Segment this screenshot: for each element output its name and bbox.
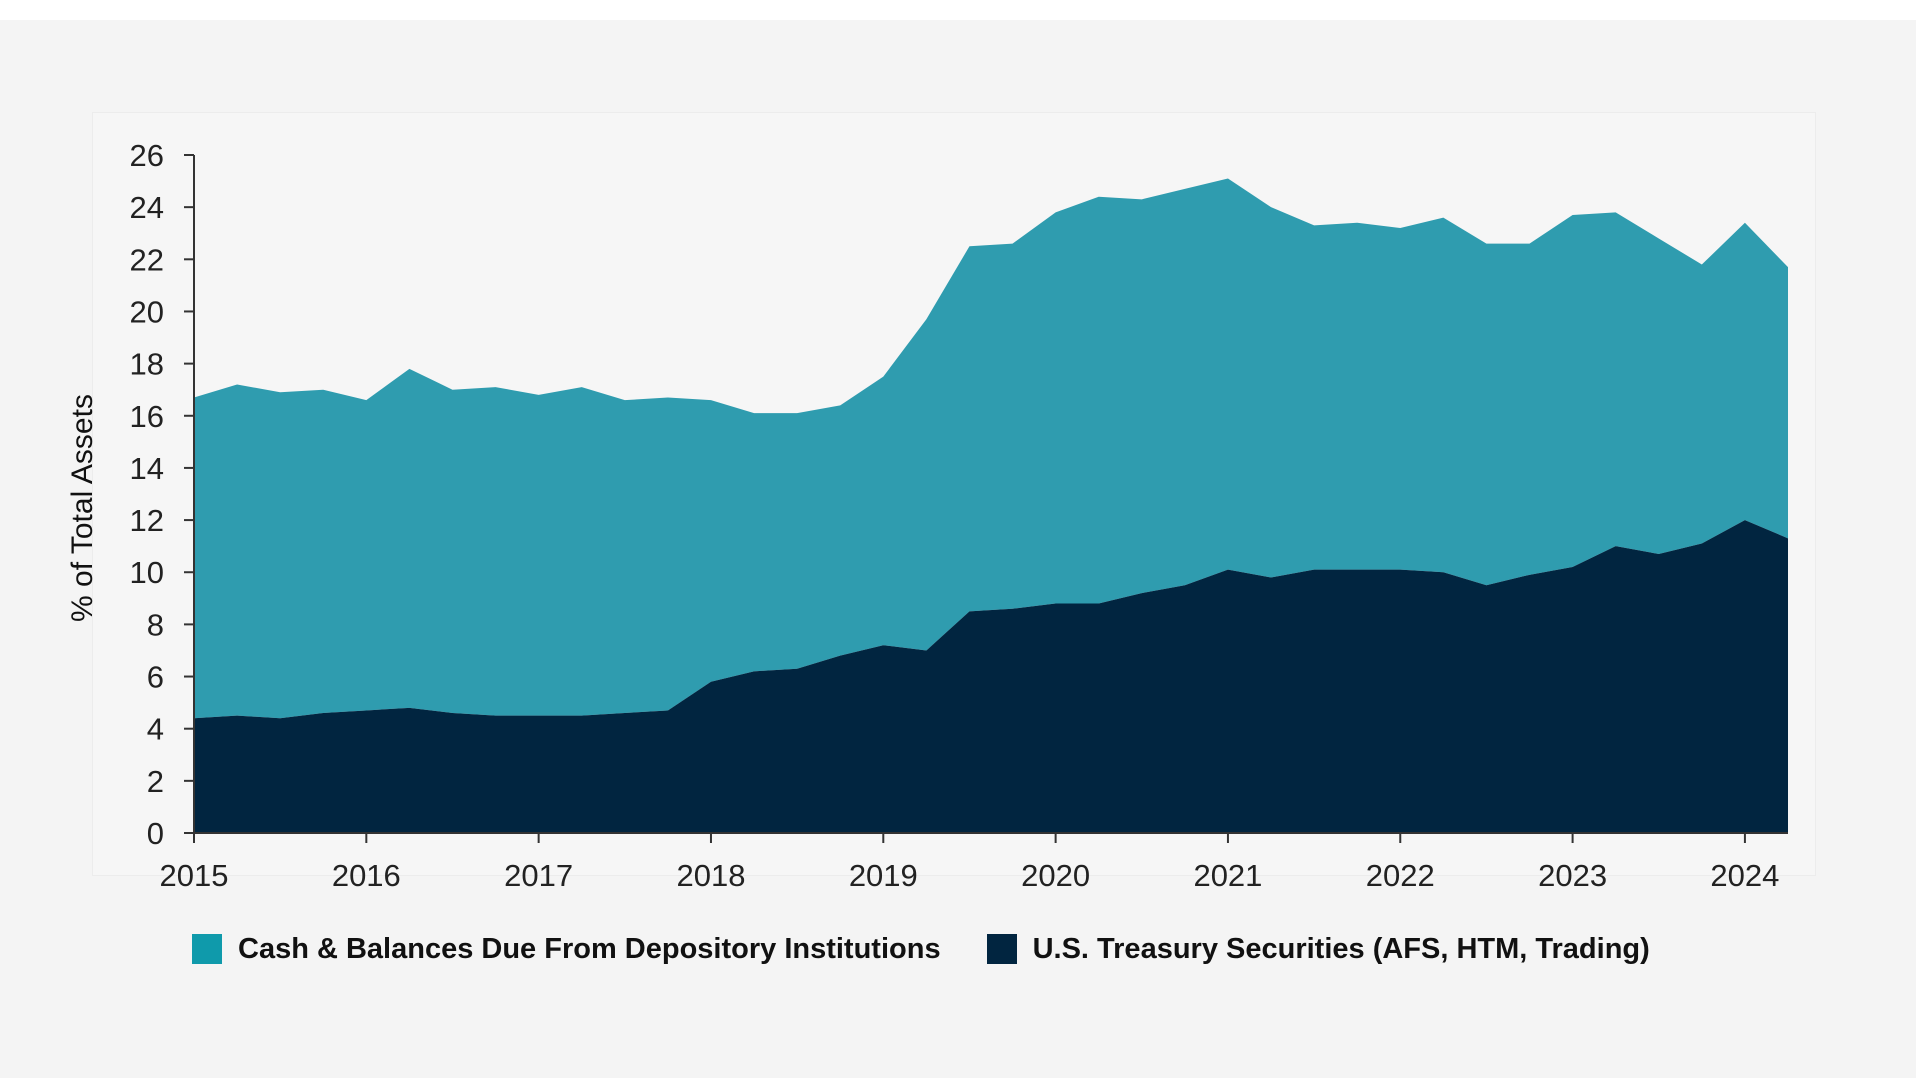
series-area-treasury bbox=[194, 520, 1788, 833]
legend-label-treasury: U.S. Treasury Securities (AFS, HTM, Trad… bbox=[1032, 932, 1650, 965]
y-tick-label: 14 bbox=[130, 451, 164, 486]
legend-swatch-cash bbox=[192, 934, 222, 964]
y-tick-label: 2 bbox=[147, 764, 164, 799]
y-tick-label: 8 bbox=[147, 607, 164, 642]
x-tick-label: 2016 bbox=[332, 858, 401, 893]
y-tick-label: 4 bbox=[147, 712, 164, 747]
x-tick-label: 2018 bbox=[676, 858, 745, 893]
x-tick-label: 2019 bbox=[849, 858, 918, 893]
legend: Cash & Balances Due From Depository Inst… bbox=[192, 928, 1696, 970]
x-tick-label: 2023 bbox=[1538, 858, 1607, 893]
series-area-cash bbox=[194, 178, 1788, 719]
y-tick-label: 10 bbox=[130, 555, 164, 590]
y-tick-label: 16 bbox=[130, 399, 164, 434]
y-tick-label: 20 bbox=[130, 294, 164, 329]
x-tick-label: 2024 bbox=[1710, 858, 1779, 893]
axes bbox=[193, 155, 1788, 834]
x-tick-label: 2017 bbox=[504, 858, 573, 893]
x-tick-label: 2022 bbox=[1366, 858, 1435, 893]
x-tick-label: 2020 bbox=[1021, 858, 1090, 893]
legend-item-treasury: U.S. Treasury Securities (AFS, HTM, Trad… bbox=[986, 932, 1650, 966]
legend-item-cash: Cash & Balances Due From Depository Inst… bbox=[192, 933, 941, 966]
x-ticks: 2015 2016 2017 2018 2019 2020 2021 2022 2023 2024 bbox=[160, 833, 1779, 893]
y-tick-label: 6 bbox=[147, 660, 164, 695]
y-tick-label: 0 bbox=[147, 816, 164, 851]
legend-label-cash: Cash & Balances Due From Depository Inst… bbox=[238, 932, 941, 965]
x-tick-label: 2021 bbox=[1193, 858, 1262, 893]
x-tick-label: 2015 bbox=[160, 858, 229, 893]
area-layer bbox=[194, 178, 1788, 833]
y-tick-label: 12 bbox=[130, 503, 164, 538]
y-tick-label: 22 bbox=[130, 242, 164, 277]
y-tick-label: 26 bbox=[130, 138, 164, 173]
y-tick-label: 18 bbox=[130, 347, 164, 382]
y-axis-title: % of Total Assets bbox=[66, 394, 99, 622]
legend-swatch-treasury bbox=[986, 934, 1017, 964]
y-tick-label: 24 bbox=[130, 190, 164, 225]
